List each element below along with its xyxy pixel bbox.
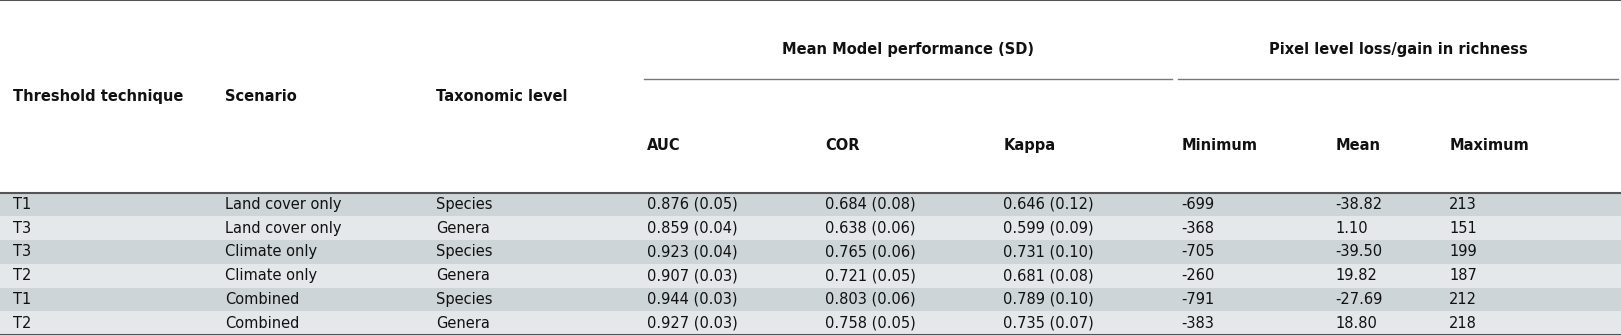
Text: 0.731 (0.10): 0.731 (0.10): [1003, 245, 1094, 259]
Text: 0.681 (0.08): 0.681 (0.08): [1003, 268, 1094, 283]
Text: Species: Species: [436, 197, 493, 212]
Text: T3: T3: [13, 221, 31, 236]
Text: 19.82: 19.82: [1336, 268, 1378, 283]
Text: COR: COR: [825, 138, 859, 153]
Text: 0.735 (0.07): 0.735 (0.07): [1003, 316, 1094, 331]
Text: -38.82: -38.82: [1336, 197, 1383, 212]
Text: Kappa: Kappa: [1003, 138, 1055, 153]
Text: 0.789 (0.10): 0.789 (0.10): [1003, 292, 1094, 307]
Text: Taxonomic level: Taxonomic level: [436, 89, 567, 104]
Text: Combined: Combined: [225, 292, 300, 307]
Text: -705: -705: [1182, 245, 1216, 259]
Text: 0.923 (0.04): 0.923 (0.04): [647, 245, 738, 259]
Text: T2: T2: [13, 268, 31, 283]
Text: 187: 187: [1449, 268, 1477, 283]
Text: Climate only: Climate only: [225, 268, 318, 283]
Text: 0.859 (0.04): 0.859 (0.04): [647, 221, 738, 236]
Text: Minimum: Minimum: [1182, 138, 1258, 153]
Text: -260: -260: [1182, 268, 1216, 283]
Text: -383: -383: [1182, 316, 1214, 331]
Text: 212: 212: [1449, 292, 1477, 307]
Text: AUC: AUC: [647, 138, 681, 153]
Text: Land cover only: Land cover only: [225, 221, 342, 236]
Text: -39.50: -39.50: [1336, 245, 1383, 259]
Text: 151: 151: [1449, 221, 1477, 236]
Bar: [0, 311, 1621, 335]
Text: 213: 213: [1449, 197, 1477, 212]
Text: 0.646 (0.12): 0.646 (0.12): [1003, 197, 1094, 212]
Text: Land cover only: Land cover only: [225, 197, 342, 212]
Bar: [0, 264, 1621, 287]
Text: 0.684 (0.08): 0.684 (0.08): [825, 197, 916, 212]
Text: 0.803 (0.06): 0.803 (0.06): [825, 292, 916, 307]
Text: 0.876 (0.05): 0.876 (0.05): [647, 197, 738, 212]
Text: 0.758 (0.05): 0.758 (0.05): [825, 316, 916, 331]
Text: T1: T1: [13, 292, 31, 307]
Text: Climate only: Climate only: [225, 245, 318, 259]
Bar: [0, 287, 1621, 311]
Text: Combined: Combined: [225, 316, 300, 331]
Text: Scenario: Scenario: [225, 89, 297, 104]
Text: -27.69: -27.69: [1336, 292, 1383, 307]
Text: 0.721 (0.05): 0.721 (0.05): [825, 268, 916, 283]
Bar: [0, 0, 1621, 193]
Text: 0.599 (0.09): 0.599 (0.09): [1003, 221, 1094, 236]
Bar: [0, 193, 1621, 216]
Text: -368: -368: [1182, 221, 1214, 236]
Text: T2: T2: [13, 316, 31, 331]
Text: Genera: Genera: [436, 268, 490, 283]
Text: Genera: Genera: [436, 221, 490, 236]
Text: Mean Model performance (SD): Mean Model performance (SD): [781, 42, 1034, 57]
Text: 0.944 (0.03): 0.944 (0.03): [647, 292, 738, 307]
Text: Maximum: Maximum: [1449, 138, 1529, 153]
Text: Species: Species: [436, 292, 493, 307]
Bar: [0, 240, 1621, 264]
Text: 1.10: 1.10: [1336, 221, 1368, 236]
Text: -791: -791: [1182, 292, 1216, 307]
Text: 0.638 (0.06): 0.638 (0.06): [825, 221, 916, 236]
Bar: [0, 216, 1621, 240]
Text: 0.907 (0.03): 0.907 (0.03): [647, 268, 738, 283]
Text: 0.765 (0.06): 0.765 (0.06): [825, 245, 916, 259]
Text: 0.927 (0.03): 0.927 (0.03): [647, 316, 738, 331]
Text: T1: T1: [13, 197, 31, 212]
Text: -699: -699: [1182, 197, 1214, 212]
Text: Mean: Mean: [1336, 138, 1381, 153]
Text: Species: Species: [436, 245, 493, 259]
Text: Threshold technique: Threshold technique: [13, 89, 183, 104]
Text: T3: T3: [13, 245, 31, 259]
Text: 199: 199: [1449, 245, 1477, 259]
Text: Genera: Genera: [436, 316, 490, 331]
Text: Pixel level loss/gain in richness: Pixel level loss/gain in richness: [1269, 42, 1527, 57]
Text: 18.80: 18.80: [1336, 316, 1378, 331]
Text: 218: 218: [1449, 316, 1477, 331]
